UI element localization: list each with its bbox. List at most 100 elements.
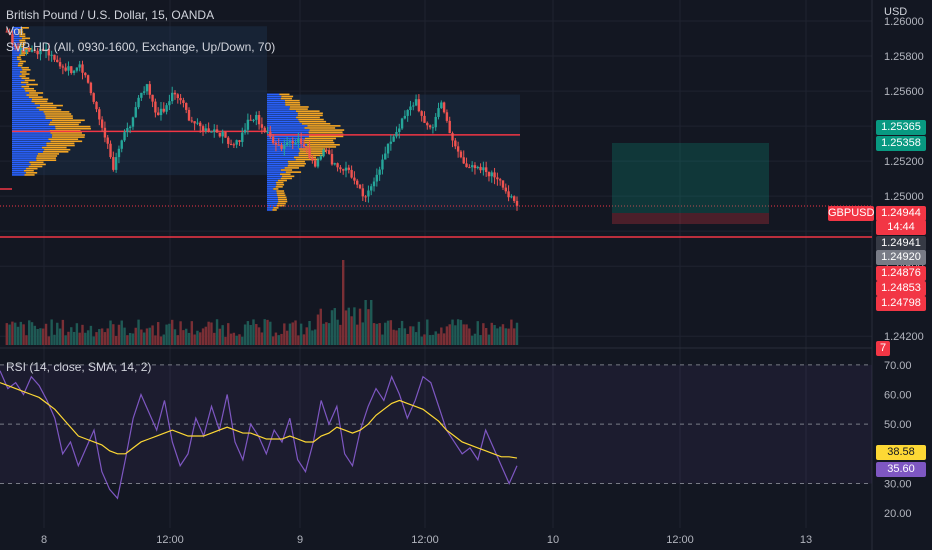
- candle-body[interactable]: [442, 102, 446, 113]
- candle-body[interactable]: [406, 110, 409, 116]
- candle-body[interactable]: [291, 141, 294, 144]
- candle-body[interactable]: [299, 138, 303, 144]
- candle-body[interactable]: [151, 94, 154, 102]
- candle-body[interactable]: [274, 143, 278, 145]
- candle-body[interactable]: [30, 49, 34, 52]
- candle-body[interactable]: [241, 132, 244, 142]
- svp-legend[interactable]: SVP HD (All, 0930-1600, Exchange, Up/Dow…: [6, 40, 276, 54]
- candle-body[interactable]: [330, 153, 334, 165]
- candle-body[interactable]: [414, 99, 418, 106]
- candle-body[interactable]: [389, 141, 393, 144]
- candle-body[interactable]: [255, 115, 258, 120]
- candle-body[interactable]: [507, 191, 510, 198]
- candle-body[interactable]: [302, 143, 306, 147]
- candle-body[interactable]: [36, 50, 39, 55]
- candle-body[interactable]: [193, 121, 196, 124]
- candle-body[interactable]: [384, 153, 387, 160]
- candle-body[interactable]: [375, 174, 379, 182]
- candle-body[interactable]: [213, 129, 216, 132]
- candle-body[interactable]: [170, 92, 174, 102]
- candle-body[interactable]: [61, 66, 65, 68]
- candle-body[interactable]: [47, 49, 51, 56]
- candle-body[interactable]: [25, 49, 28, 52]
- candle-body[interactable]: [285, 142, 289, 146]
- candle-body[interactable]: [456, 146, 460, 152]
- candle-body[interactable]: [515, 200, 519, 206]
- candle-body[interactable]: [53, 54, 56, 60]
- candle-body[interactable]: [204, 128, 208, 131]
- candle-body[interactable]: [75, 67, 79, 71]
- candle-body[interactable]: [370, 186, 373, 191]
- candle-body[interactable]: [128, 126, 132, 129]
- currency-unit[interactable]: USD: [884, 6, 908, 18]
- candle-body[interactable]: [154, 101, 157, 113]
- candle-body[interactable]: [67, 66, 70, 71]
- candle-body[interactable]: [490, 172, 493, 177]
- candle-body[interactable]: [162, 108, 165, 112]
- candle-body[interactable]: [210, 131, 213, 133]
- candle-body[interactable]: [470, 165, 474, 168]
- candle-body[interactable]: [159, 108, 163, 116]
- candle-body[interactable]: [294, 143, 297, 145]
- candle-body[interactable]: [361, 188, 365, 197]
- candle-body[interactable]: [420, 111, 423, 116]
- candle-body[interactable]: [313, 160, 317, 167]
- candle-body[interactable]: [5, 31, 9, 33]
- candle-body[interactable]: [280, 144, 283, 149]
- candle-body[interactable]: [322, 149, 325, 157]
- candle-body[interactable]: [283, 145, 286, 149]
- candle-body[interactable]: [341, 169, 345, 171]
- candle-body[interactable]: [137, 97, 140, 108]
- candle-body[interactable]: [221, 131, 224, 137]
- candle-body[interactable]: [451, 133, 454, 141]
- rsi-pane[interactable]: [0, 364, 872, 500]
- candle-body[interactable]: [350, 169, 353, 178]
- candle-body[interactable]: [344, 167, 348, 171]
- candle-body[interactable]: [19, 48, 23, 51]
- candle-body[interactable]: [92, 93, 95, 102]
- candle-body[interactable]: [445, 112, 449, 121]
- candle-body[interactable]: [468, 167, 471, 169]
- candle-body[interactable]: [182, 100, 185, 103]
- candle-body[interactable]: [339, 167, 342, 170]
- candle-body[interactable]: [117, 148, 121, 158]
- candle-body[interactable]: [260, 124, 264, 128]
- candle-body[interactable]: [145, 84, 149, 92]
- candle-body[interactable]: [235, 140, 238, 145]
- candle-body[interactable]: [196, 122, 199, 124]
- candle-body[interactable]: [246, 119, 250, 130]
- candle-body[interactable]: [81, 64, 84, 73]
- candle-body[interactable]: [487, 172, 491, 177]
- candle-body[interactable]: [72, 70, 76, 73]
- candle-body[interactable]: [356, 180, 359, 185]
- candle-body[interactable]: [437, 108, 440, 117]
- candle-body[interactable]: [311, 158, 314, 161]
- candle-body[interactable]: [89, 82, 93, 94]
- candle-body[interactable]: [417, 99, 421, 112]
- candle-body[interactable]: [70, 66, 73, 73]
- candle-body[interactable]: [434, 116, 437, 128]
- candle-body[interactable]: [134, 107, 137, 118]
- candle-body[interactable]: [266, 131, 269, 133]
- candle-body[interactable]: [308, 147, 311, 159]
- candle-body[interactable]: [454, 140, 457, 147]
- candle-body[interactable]: [114, 157, 118, 170]
- volume-legend[interactable]: Vol: [6, 24, 23, 38]
- candle-body[interactable]: [381, 159, 384, 170]
- candle-body[interactable]: [398, 128, 401, 133]
- candle-body[interactable]: [347, 167, 351, 170]
- candle-body[interactable]: [16, 46, 20, 51]
- candle-body[interactable]: [112, 157, 115, 170]
- candle-body[interactable]: [459, 151, 463, 158]
- candle-body[interactable]: [176, 94, 180, 99]
- candle-body[interactable]: [504, 187, 507, 192]
- candle-body[interactable]: [333, 163, 336, 165]
- candle-body[interactable]: [123, 132, 126, 141]
- candle-body[interactable]: [218, 132, 222, 137]
- candle-body[interactable]: [109, 143, 112, 158]
- candle-body[interactable]: [120, 140, 123, 149]
- candle-body[interactable]: [482, 167, 485, 171]
- candle-body[interactable]: [86, 75, 90, 83]
- candle-body[interactable]: [277, 144, 280, 146]
- candle-body[interactable]: [148, 84, 151, 95]
